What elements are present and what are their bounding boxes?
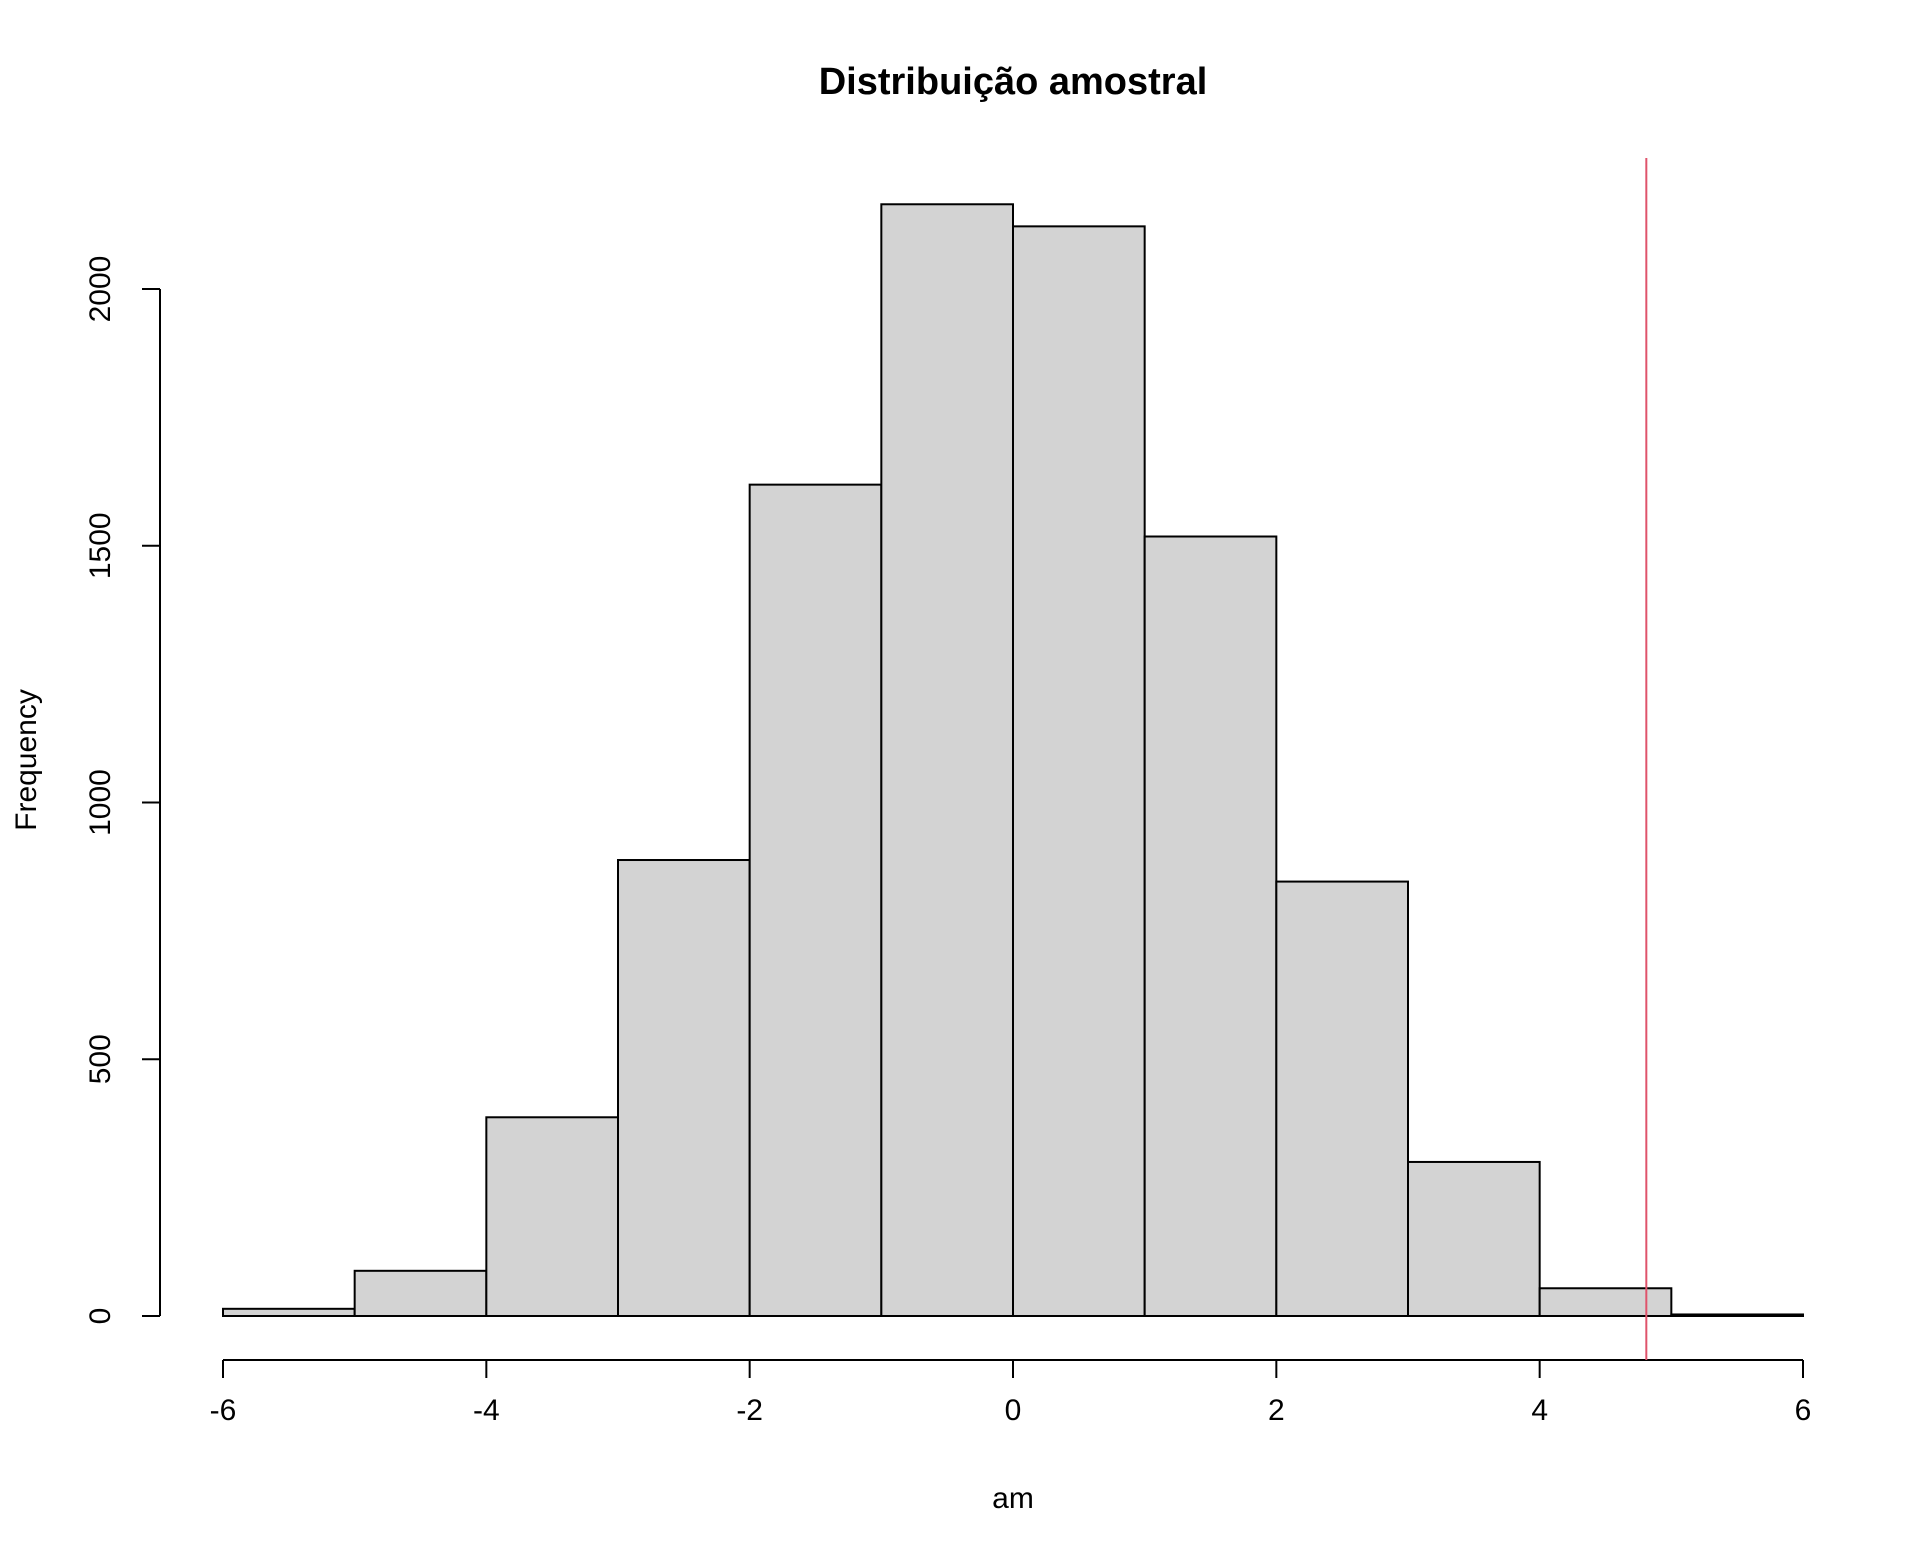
histogram-bar (1275, 880, 1410, 1317)
histogram-bar (485, 1116, 620, 1318)
chart-title: Distribuição amostral (819, 61, 1208, 103)
y-tick-label: 1000 (84, 769, 117, 836)
x-tick-label: 4 (1531, 1394, 1548, 1427)
histogram-bar (880, 203, 1014, 1318)
histogram-bar (1012, 225, 1146, 1317)
x-tick-label: -6 (210, 1394, 237, 1427)
x-tick-label: 0 (1005, 1394, 1022, 1427)
y-tick-label: 1500 (84, 512, 117, 579)
y-axis-label: Frequency (10, 689, 43, 831)
histogram-bar (1670, 1313, 1805, 1317)
histogram-bar (1407, 1160, 1541, 1317)
histogram-bar (1143, 535, 1278, 1317)
x-tick-label: -4 (473, 1394, 500, 1427)
histogram-bar (748, 483, 883, 1317)
x-axis-label: am (992, 1482, 1034, 1515)
histogram-bar (222, 1307, 356, 1318)
histogram-bar (1538, 1287, 1673, 1317)
histogram-bar (353, 1269, 488, 1318)
y-axis: 0 500 1000 1500 2000 (84, 256, 161, 1325)
x-tick-label: -2 (736, 1394, 763, 1427)
bars-group (222, 203, 1805, 1318)
x-tick-label: 2 (1268, 1394, 1285, 1427)
x-axis: -6 -4 -2 0 2 4 6 (210, 1359, 1812, 1427)
x-tick-label: 6 (1795, 1394, 1812, 1427)
histogram-bar (617, 859, 751, 1318)
y-tick-label: 0 (84, 1308, 117, 1325)
y-tick-label: 500 (84, 1034, 117, 1084)
y-tick-label: 2000 (84, 256, 117, 323)
